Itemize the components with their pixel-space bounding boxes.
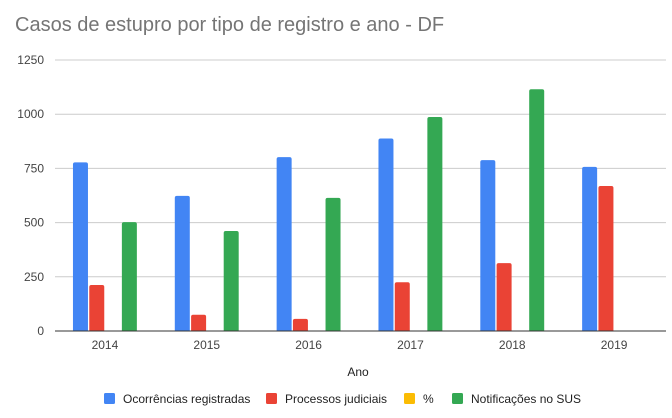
- y-tick-label: 1000: [17, 107, 44, 121]
- bar-2019-s1: [598, 185, 614, 331]
- x-tick-label: 2016: [295, 338, 322, 352]
- legend-swatch: [404, 393, 415, 404]
- x-tick-label: 2017: [397, 338, 424, 352]
- bar-2016-s3: [325, 197, 341, 331]
- bar-2015-s1: [191, 314, 207, 331]
- bar-2014-s3: [121, 222, 137, 331]
- chart-title: Casos de estupro por tipo de registro e …: [15, 14, 445, 36]
- bar-2017-s0: [378, 138, 394, 331]
- bar-2018-s1: [496, 263, 512, 331]
- bar-2016-s0: [276, 157, 292, 331]
- legend-label: %: [423, 392, 434, 406]
- bar-2018-s3: [529, 89, 545, 331]
- bar-2017-s3: [427, 117, 443, 331]
- y-tick-label: 500: [24, 216, 44, 230]
- bar-2018-s0: [480, 160, 496, 331]
- bar-2015-s3: [223, 231, 239, 331]
- bar-2019-s0: [582, 166, 598, 331]
- legend-label: Notificações no SUS: [471, 392, 581, 406]
- bar-2016-s1: [292, 318, 308, 331]
- y-tick-label: 750: [24, 161, 44, 175]
- legend-label: Ocorrências registradas: [123, 392, 250, 406]
- legend-swatch: [452, 393, 463, 404]
- bar-2014-s1: [89, 285, 105, 331]
- x-tick-label: 2018: [499, 338, 526, 352]
- y-tick-label: 1250: [17, 53, 44, 67]
- x-tick-label: 2014: [92, 338, 119, 352]
- x-tick-label: 2015: [193, 338, 220, 352]
- x-tick-label: 2019: [601, 338, 628, 352]
- legend-swatch: [266, 393, 277, 404]
- legend-label: Processos judiciais: [285, 392, 387, 406]
- bar-2014-s0: [72, 162, 88, 331]
- bar-2015-s0: [174, 195, 190, 331]
- y-tick-label: 0: [37, 324, 44, 338]
- legend-swatch: [104, 393, 115, 404]
- y-tick-label: 250: [24, 270, 44, 284]
- bar-2017-s1: [394, 282, 410, 331]
- x-axis-title: Ano: [347, 365, 369, 379]
